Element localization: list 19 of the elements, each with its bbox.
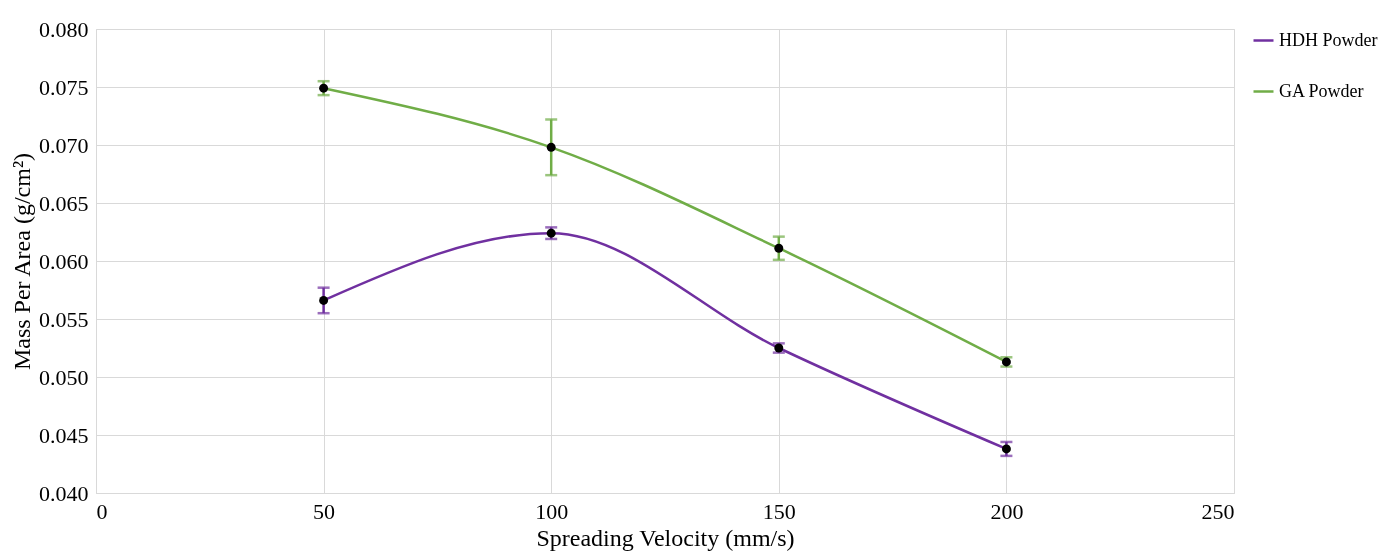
x-tick-label: 150 [762,498,796,524]
y-tick-label: 0.045 [39,422,89,448]
x-tick-label: 100 [535,498,569,524]
x-axis-title: Spreading Velocity (mm/s) [536,524,795,551]
y-tick-label: 0.080 [39,16,89,42]
x-tick-label: 50 [313,498,336,524]
y-tick-label: 0.050 [39,364,89,390]
y-tick-label: 0.065 [39,190,89,216]
y-axis-title: Mass Per Area (g/cm²) [9,152,35,371]
x-tick-label: 0 [96,498,108,524]
y-tick-label: 0.070 [39,132,89,158]
y-tick-label: 0.075 [39,74,89,100]
y-tick-label: 0.040 [39,480,89,506]
y-tick-label: 0.055 [39,306,89,332]
x-tick-label: 250 [1201,498,1235,524]
legend-label: HDH Powder [1279,29,1378,50]
x-tick-label: 200 [990,498,1024,524]
legend-label: GA Powder [1279,80,1364,101]
y-tick-label: 0.060 [39,248,89,274]
